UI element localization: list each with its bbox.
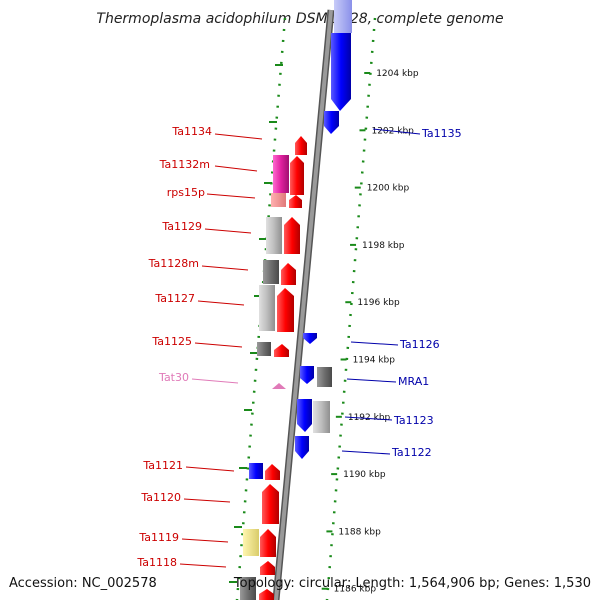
accession-text: Accession: NC_002578 <box>9 576 157 591</box>
gene-rps15p-block[interactable] <box>271 193 286 207</box>
gene-top-blue-arrow[interactable] <box>331 33 351 111</box>
label-ta1129[interactable]: Ta1129 <box>161 220 202 233</box>
label-mra1[interactable]: MRA1 <box>398 375 429 388</box>
scale-tick-label: 1190 kbp <box>343 470 386 480</box>
label-ta1119[interactable]: Ta1119 <box>138 531 179 544</box>
gene-mra1-arrow[interactable] <box>300 366 314 384</box>
gene-ta1128m-arrow[interactable] <box>281 263 296 285</box>
scale-tick-label: 1196 kbp <box>357 298 400 308</box>
gene-mra1-block[interactable] <box>317 367 332 387</box>
label-rps15p[interactable]: rps15p <box>167 186 205 199</box>
gene-ta1123-arrow[interactable] <box>297 399 312 432</box>
gene-ta1132m-block[interactable] <box>273 155 289 193</box>
gene-tat30-marker[interactable] <box>272 383 286 389</box>
scale-tick-label: 1192 kbp <box>348 413 391 423</box>
label-ta1125[interactable]: Ta1125 <box>151 335 192 348</box>
scale-tick-label: 1194 kbp <box>353 356 396 366</box>
label-ta1135[interactable]: Ta1135 <box>421 127 462 140</box>
scale-tick-label: 1198 kbp <box>362 241 405 251</box>
gene-rps15p-arrow[interactable] <box>289 195 302 208</box>
label-ta1132m[interactable]: Ta1132m <box>159 158 210 171</box>
reverse-strand-genes <box>295 0 352 459</box>
right-dotted-ring <box>325 17 377 600</box>
gene-ta1120-arrow[interactable] <box>262 484 279 524</box>
gene-ta1129-block[interactable] <box>266 217 282 254</box>
scale-tick-label: 1200 kbp <box>367 184 410 194</box>
gene-ta1127-block[interactable] <box>259 285 275 331</box>
gene-ta1119-arrow[interactable] <box>260 529 276 557</box>
genome-summary-text: Topology: circular; Length: 1,564,906 bp… <box>233 576 591 591</box>
gene-ta1123-block[interactable] <box>313 401 330 433</box>
gene-bottom-block[interactable] <box>240 577 256 600</box>
scale-tick-label: 1188 kbp <box>338 527 381 537</box>
label-ta1121[interactable]: Ta1121 <box>142 459 183 472</box>
label-ta1127[interactable]: Ta1127 <box>154 292 195 305</box>
label-ta1118[interactable]: Ta1118 <box>136 556 177 569</box>
right-label-connectors <box>341 128 421 455</box>
gene-ta1118-arrow[interactable] <box>260 561 275 575</box>
gene-ta1122-arrow[interactable] <box>295 436 309 459</box>
forward-strand-genes <box>240 136 307 600</box>
label-ta1122[interactable]: Ta1122 <box>391 446 432 459</box>
gene-ta1132m-arrow[interactable] <box>290 156 304 195</box>
gene-top-lightblue-block[interactable] <box>334 0 352 33</box>
label-ta1120[interactable]: Ta1120 <box>140 491 181 504</box>
map-title: Thermoplasma acidophilum DSM 1728, compl… <box>96 11 503 27</box>
gene-bottom-arrow[interactable] <box>259 589 274 600</box>
left-gene-labels: Ta1134 Ta1132m rps15p Ta1129 Ta1128m Ta1… <box>136 125 212 569</box>
label-ta1128m[interactable]: Ta1128m <box>148 257 199 270</box>
gene-ta1119-block[interactable] <box>243 529 259 556</box>
gene-ta1128m-block[interactable] <box>263 260 279 284</box>
gene-ta1121-arrow[interactable] <box>265 464 280 480</box>
right-gene-labels: Ta1135 Ta1126 MRA1 Ta1123 Ta1122 <box>391 127 462 459</box>
scale-tick-label: 1204 kbp <box>376 69 419 79</box>
gene-ta1125-block[interactable] <box>257 342 271 356</box>
gene-ta1125-arrow[interactable] <box>274 344 289 357</box>
gene-ta1134-arrow[interactable] <box>295 136 307 155</box>
label-ta1134[interactable]: Ta1134 <box>171 125 212 138</box>
label-ta1126[interactable]: Ta1126 <box>399 338 440 351</box>
gene-ta1129-arrow[interactable] <box>284 217 300 254</box>
gene-ta1121-block[interactable] <box>249 463 263 479</box>
scale-tick-label: 1186 kbp <box>334 585 377 595</box>
backbone <box>274 9 333 600</box>
gene-ta1127-arrow[interactable] <box>277 288 294 332</box>
left-ring-major-ticks <box>229 64 283 583</box>
gene-ta1126-arrow[interactable] <box>303 333 317 344</box>
left-label-connectors <box>179 133 263 568</box>
label-tat30[interactable]: Tat30 <box>158 371 189 384</box>
label-ta1123[interactable]: Ta1123 <box>393 414 434 427</box>
gene-ta1135-arrow[interactable] <box>324 111 339 134</box>
